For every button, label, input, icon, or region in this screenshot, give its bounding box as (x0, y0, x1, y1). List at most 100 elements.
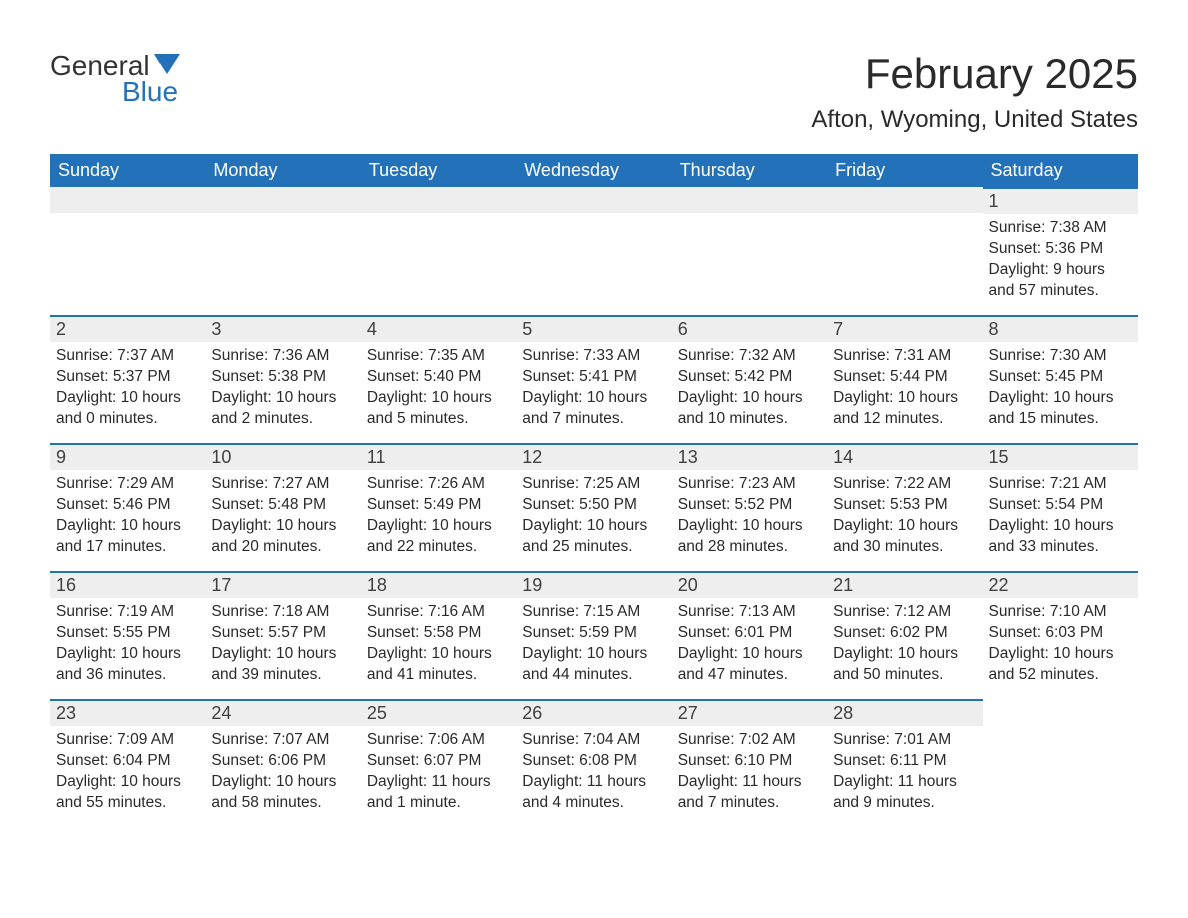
day-number: 7 (827, 315, 982, 342)
day-number: 23 (50, 699, 205, 726)
day-cell: 7Sunrise: 7:31 AMSunset: 5:44 PMDaylight… (827, 315, 982, 443)
sunset-text: Sunset: 5:44 PM (833, 367, 976, 388)
logo-text-blue: Blue (122, 76, 178, 108)
sunrise-text: Sunrise: 7:31 AM (833, 346, 976, 367)
day-content: Sunrise: 7:31 AMSunset: 5:44 PMDaylight:… (827, 342, 982, 430)
empty-day (516, 187, 671, 213)
day-number: 2 (50, 315, 205, 342)
sunrise-text: Sunrise: 7:01 AM (833, 730, 976, 751)
day-header: Friday (827, 154, 982, 187)
day-cell: 4Sunrise: 7:35 AMSunset: 5:40 PMDaylight… (361, 315, 516, 443)
day-header: Monday (205, 154, 360, 187)
day-number: 8 (983, 315, 1138, 342)
day-cell: 6Sunrise: 7:32 AMSunset: 5:42 PMDaylight… (672, 315, 827, 443)
day-cell: 8Sunrise: 7:30 AMSunset: 5:45 PMDaylight… (983, 315, 1138, 443)
empty-day (827, 187, 982, 213)
sunrise-text: Sunrise: 7:04 AM (522, 730, 665, 751)
day-content: Sunrise: 7:06 AMSunset: 6:07 PMDaylight:… (361, 726, 516, 814)
location: Afton, Wyoming, United States (811, 106, 1138, 134)
day-cell (672, 187, 827, 315)
day-content: Sunrise: 7:19 AMSunset: 5:55 PMDaylight:… (50, 598, 205, 686)
daylight-text: Daylight: 10 hours and 55 minutes. (56, 772, 199, 814)
month-title: February 2025 (811, 50, 1138, 98)
day-cell: 20Sunrise: 7:13 AMSunset: 6:01 PMDayligh… (672, 571, 827, 699)
day-content: Sunrise: 7:27 AMSunset: 5:48 PMDaylight:… (205, 470, 360, 558)
day-cell (50, 187, 205, 315)
sunrise-text: Sunrise: 7:15 AM (522, 602, 665, 623)
day-cell: 22Sunrise: 7:10 AMSunset: 6:03 PMDayligh… (983, 571, 1138, 699)
daylight-text: Daylight: 10 hours and 15 minutes. (989, 388, 1132, 430)
week-row: 23Sunrise: 7:09 AMSunset: 6:04 PMDayligh… (50, 699, 1138, 827)
day-header: Saturday (983, 154, 1138, 187)
day-cell: 24Sunrise: 7:07 AMSunset: 6:06 PMDayligh… (205, 699, 360, 827)
day-content: Sunrise: 7:36 AMSunset: 5:38 PMDaylight:… (205, 342, 360, 430)
day-number: 17 (205, 571, 360, 598)
sunrise-text: Sunrise: 7:13 AM (678, 602, 821, 623)
daylight-text: Daylight: 10 hours and 22 minutes. (367, 516, 510, 558)
day-number: 24 (205, 699, 360, 726)
daylight-text: Daylight: 10 hours and 17 minutes. (56, 516, 199, 558)
day-content: Sunrise: 7:33 AMSunset: 5:41 PMDaylight:… (516, 342, 671, 430)
sunset-text: Sunset: 5:42 PM (678, 367, 821, 388)
day-number: 1 (983, 187, 1138, 214)
day-cell: 10Sunrise: 7:27 AMSunset: 5:48 PMDayligh… (205, 443, 360, 571)
day-content: Sunrise: 7:16 AMSunset: 5:58 PMDaylight:… (361, 598, 516, 686)
day-number: 19 (516, 571, 671, 598)
sunrise-text: Sunrise: 7:02 AM (678, 730, 821, 751)
day-content: Sunrise: 7:25 AMSunset: 5:50 PMDaylight:… (516, 470, 671, 558)
sunrise-text: Sunrise: 7:06 AM (367, 730, 510, 751)
day-number: 11 (361, 443, 516, 470)
sunset-text: Sunset: 5:52 PM (678, 495, 821, 516)
empty-day (672, 187, 827, 213)
daylight-text: Daylight: 10 hours and 2 minutes. (211, 388, 354, 430)
day-content: Sunrise: 7:07 AMSunset: 6:06 PMDaylight:… (205, 726, 360, 814)
day-number: 3 (205, 315, 360, 342)
day-cell (516, 187, 671, 315)
day-content: Sunrise: 7:09 AMSunset: 6:04 PMDaylight:… (50, 726, 205, 814)
day-number: 15 (983, 443, 1138, 470)
day-cell: 9Sunrise: 7:29 AMSunset: 5:46 PMDaylight… (50, 443, 205, 571)
sunrise-text: Sunrise: 7:25 AM (522, 474, 665, 495)
day-content: Sunrise: 7:13 AMSunset: 6:01 PMDaylight:… (672, 598, 827, 686)
sunset-text: Sunset: 5:46 PM (56, 495, 199, 516)
daylight-text: Daylight: 10 hours and 39 minutes. (211, 644, 354, 686)
day-cell: 11Sunrise: 7:26 AMSunset: 5:49 PMDayligh… (361, 443, 516, 571)
sunrise-text: Sunrise: 7:12 AM (833, 602, 976, 623)
day-header: Thursday (672, 154, 827, 187)
day-cell: 14Sunrise: 7:22 AMSunset: 5:53 PMDayligh… (827, 443, 982, 571)
week-row: 2Sunrise: 7:37 AMSunset: 5:37 PMDaylight… (50, 315, 1138, 443)
day-header: Tuesday (361, 154, 516, 187)
day-cell: 28Sunrise: 7:01 AMSunset: 6:11 PMDayligh… (827, 699, 982, 827)
day-number: 13 (672, 443, 827, 470)
sunrise-text: Sunrise: 7:27 AM (211, 474, 354, 495)
daylight-text: Daylight: 9 hours and 57 minutes. (989, 260, 1132, 302)
day-cell: 18Sunrise: 7:16 AMSunset: 5:58 PMDayligh… (361, 571, 516, 699)
sunrise-text: Sunrise: 7:35 AM (367, 346, 510, 367)
sunrise-text: Sunrise: 7:36 AM (211, 346, 354, 367)
sunset-text: Sunset: 6:11 PM (833, 751, 976, 772)
sunrise-text: Sunrise: 7:09 AM (56, 730, 199, 751)
day-content: Sunrise: 7:02 AMSunset: 6:10 PMDaylight:… (672, 726, 827, 814)
sunset-text: Sunset: 5:37 PM (56, 367, 199, 388)
sunset-text: Sunset: 5:40 PM (367, 367, 510, 388)
sunrise-text: Sunrise: 7:16 AM (367, 602, 510, 623)
day-cell: 17Sunrise: 7:18 AMSunset: 5:57 PMDayligh… (205, 571, 360, 699)
daylight-text: Daylight: 10 hours and 0 minutes. (56, 388, 199, 430)
daylight-text: Daylight: 10 hours and 36 minutes. (56, 644, 199, 686)
sunset-text: Sunset: 6:07 PM (367, 751, 510, 772)
sunset-text: Sunset: 5:54 PM (989, 495, 1132, 516)
daylight-text: Daylight: 10 hours and 5 minutes. (367, 388, 510, 430)
sunset-text: Sunset: 5:38 PM (211, 367, 354, 388)
calendar-header-row: SundayMondayTuesdayWednesdayThursdayFrid… (50, 154, 1138, 187)
daylight-text: Daylight: 10 hours and 28 minutes. (678, 516, 821, 558)
empty-day (983, 699, 1138, 725)
day-cell: 2 Sunrise: 7:37 AMSunset: 5:37 PMDaylight… (50, 315, 205, 443)
day-number: 6 (672, 315, 827, 342)
day-header: Sunday (50, 154, 205, 187)
sunrise-text: Sunrise: 7:37 AM (56, 346, 199, 367)
day-cell: 23Sunrise: 7:09 AMSunset: 6:04 PMDayligh… (50, 699, 205, 827)
day-cell: 19Sunrise: 7:15 AMSunset: 5:59 PMDayligh… (516, 571, 671, 699)
sunset-text: Sunset: 5:45 PM (989, 367, 1132, 388)
sunset-text: Sunset: 6:03 PM (989, 623, 1132, 644)
daylight-text: Daylight: 11 hours and 9 minutes. (833, 772, 976, 814)
